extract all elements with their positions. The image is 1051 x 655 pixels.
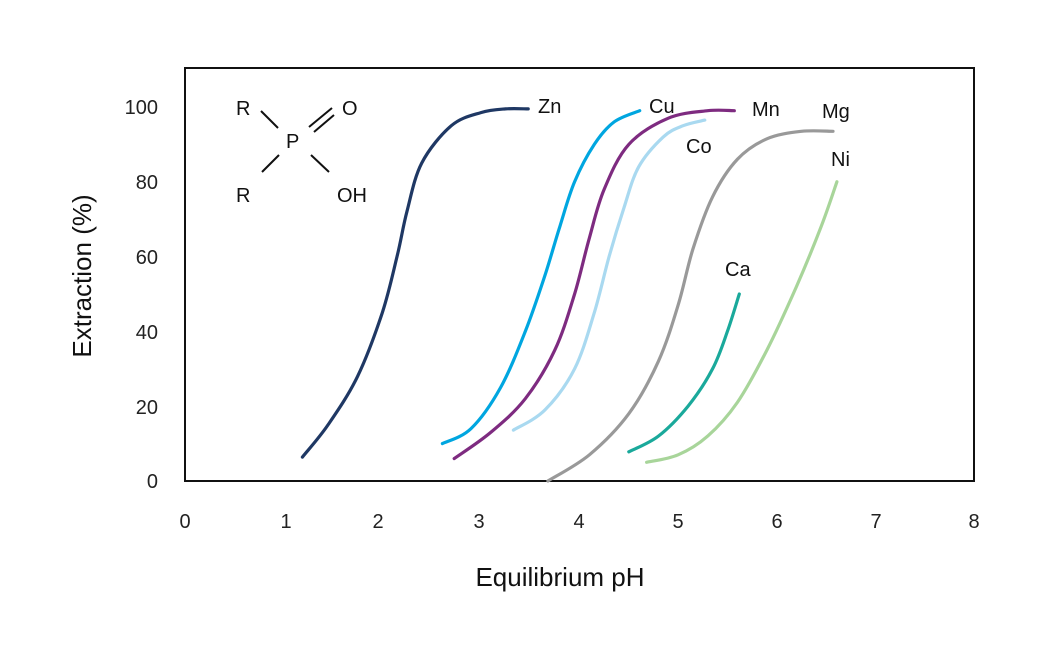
curve-mn — [452, 108, 736, 461]
x-tick: 6 — [771, 511, 782, 533]
curve-co — [511, 118, 707, 432]
series-label-co: Co — [686, 136, 712, 158]
phosphinic-acid-structure: R R P O OH — [236, 98, 367, 207]
curves-group — [300, 106, 839, 483]
y-tick: 20 — [136, 397, 158, 419]
x-tick: 2 — [372, 511, 383, 533]
x-tick: 8 — [968, 511, 979, 533]
molecule-o: O — [342, 98, 358, 120]
double-bond-line — [308, 107, 333, 128]
x-tick: 3 — [473, 511, 484, 533]
y-tick: 80 — [136, 172, 158, 194]
y-tick: 40 — [136, 322, 158, 344]
molecule-p: P — [286, 131, 299, 153]
x-tick: 0 — [179, 511, 190, 533]
bond-line — [261, 154, 280, 173]
x-tick: 7 — [870, 511, 881, 533]
series-label-mn: Mn — [752, 99, 780, 121]
curve-cu — [440, 109, 642, 446]
plot-frame — [184, 67, 975, 482]
bond-line — [310, 154, 330, 173]
curve-zn — [300, 106, 530, 459]
x-axis-title: Equilibrium pH — [475, 562, 644, 592]
y-axis-ticks: 0 20 40 60 80 100 — [125, 97, 158, 493]
curve-ni — [645, 180, 839, 464]
curve-mg — [546, 129, 835, 483]
x-tick: 5 — [672, 511, 683, 533]
x-tick: 4 — [573, 511, 584, 533]
series-label-zn: Zn — [538, 96, 561, 118]
y-tick: 60 — [136, 247, 158, 269]
x-tick: 1 — [280, 511, 291, 533]
molecule-r-bottom: R — [236, 185, 250, 207]
bond-line — [260, 110, 279, 129]
series-labels: Zn Cu Mn Co Mg Ni Ca — [538, 96, 850, 281]
molecule-r-top: R — [236, 98, 250, 120]
double-bond-line — [313, 114, 335, 133]
y-axis-title: Extraction (%) — [67, 194, 97, 357]
y-tick: 0 — [147, 471, 158, 493]
curve-ca — [627, 292, 741, 454]
y-tick: 100 — [125, 97, 158, 119]
series-label-ni: Ni — [831, 149, 850, 171]
molecule-oh: OH — [337, 185, 367, 207]
series-label-mg: Mg — [822, 101, 850, 123]
series-label-ca: Ca — [725, 259, 751, 281]
series-label-cu: Cu — [649, 96, 675, 118]
x-axis-ticks: 0 1 2 3 4 5 6 7 8 — [179, 511, 979, 533]
